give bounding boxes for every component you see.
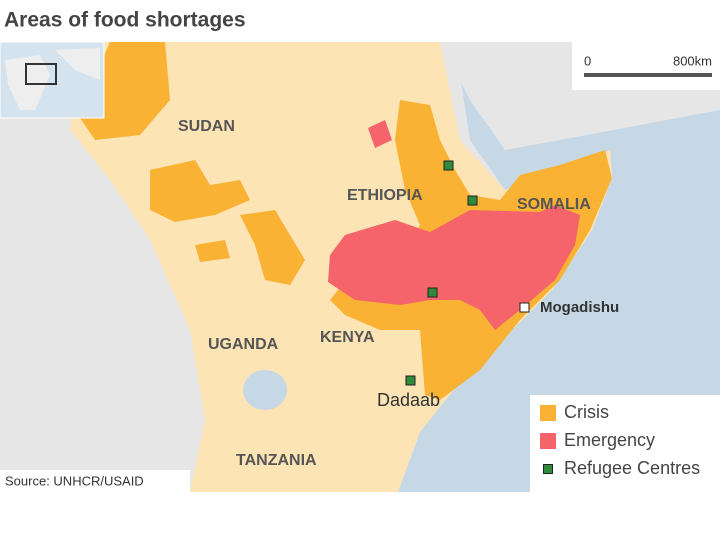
crisis-area — [195, 240, 230, 262]
legend-label: Emergency — [564, 430, 655, 450]
emergency-area — [328, 205, 580, 330]
emergency-area — [368, 120, 392, 148]
country-label: SUDAN — [178, 118, 235, 135]
refugee-centre — [467, 195, 478, 206]
legend — [530, 395, 720, 492]
map-title: Areas of food shortages — [4, 9, 246, 32]
refugee-centre — [405, 375, 416, 386]
source: Source: UNHCR/USAID — [5, 473, 144, 488]
source-box — [0, 470, 190, 492]
legend-items: Crisis Emergency Refugee Centres — [540, 402, 700, 478]
inset-frame — [25, 63, 57, 85]
country-label: TANZANIA — [236, 452, 317, 469]
refugee-centre — [443, 160, 454, 171]
scale-start: 0 — [584, 53, 591, 68]
legend-swatch — [540, 433, 556, 449]
crisis-area — [150, 160, 250, 222]
scale-end: 800km — [673, 53, 712, 68]
country-label: UGANDA — [208, 336, 279, 353]
country-label: KENYA — [320, 329, 375, 346]
map: 0 800km SUDAN ETHIOPIA SOMALIA UGANDA KE… — [0, 41, 720, 492]
legend-label: Refugee Centres — [564, 458, 700, 478]
country-label: ETHIOPIA — [347, 187, 423, 204]
country-label: SOMALIA — [517, 196, 591, 213]
city-label: Mogadishu — [540, 299, 619, 316]
lake-victoria — [243, 370, 287, 410]
scale-box — [572, 42, 720, 90]
city-label: Dadaab — [377, 390, 440, 410]
legend-swatch — [540, 405, 556, 421]
city-marker — [519, 302, 530, 313]
refugee-centre — [427, 287, 438, 298]
legend-swatch — [543, 464, 553, 474]
crisis-area — [240, 210, 305, 285]
legend-label: Crisis — [564, 402, 609, 422]
